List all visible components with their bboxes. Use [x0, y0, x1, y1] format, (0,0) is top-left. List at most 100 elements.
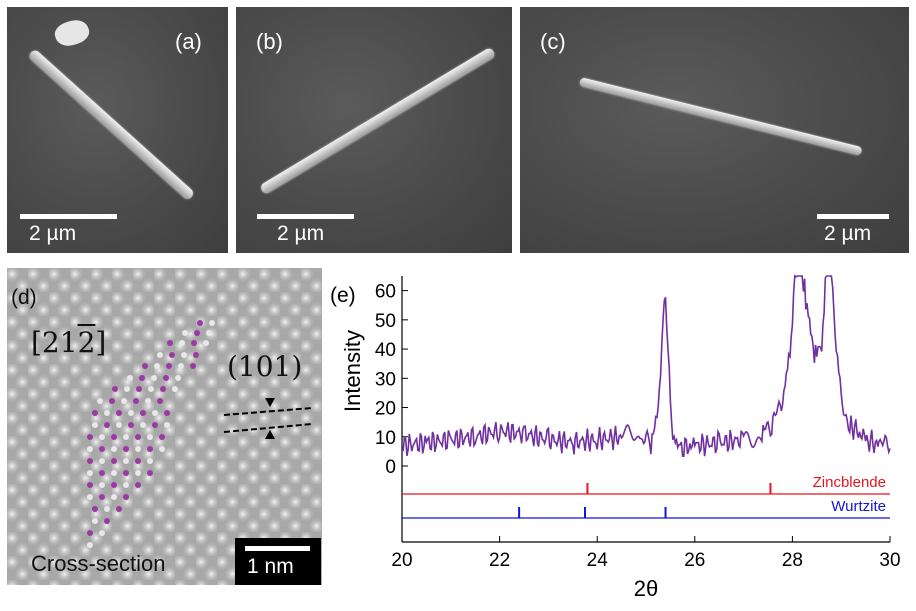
- atom: [175, 375, 181, 381]
- scale-label-b: 2 µm: [277, 222, 325, 245]
- atom: [87, 446, 93, 452]
- y-tick-label: 50: [375, 311, 396, 332]
- atom: [123, 470, 129, 476]
- nanowire-b: [259, 46, 497, 196]
- panel-label-a: (a): [175, 29, 202, 54]
- zone-axis-prefix: [21: [31, 326, 78, 359]
- atom: [111, 458, 117, 464]
- zone-axis-label: [212]: [31, 326, 106, 359]
- atom: [104, 506, 110, 512]
- scale-label-d: 1 nm: [247, 555, 294, 578]
- atom: [109, 398, 115, 404]
- atom: [92, 422, 98, 428]
- xrd-chart: (e) 0 10 20 30 40 50 60 20 22 24 26 28 30 2θ Intensity Z…: [330, 274, 901, 601]
- atom: [104, 422, 110, 428]
- atom: [99, 482, 105, 488]
- atom: [87, 470, 93, 476]
- atom-model: [7, 268, 322, 585]
- panel-label-d: (d): [11, 286, 37, 309]
- atom: [92, 518, 98, 524]
- atom: [111, 470, 117, 476]
- atom: [99, 446, 105, 452]
- atom: [164, 422, 170, 428]
- x-tick-label: 30: [879, 550, 900, 571]
- zone-axis-bar-digit: 2: [77, 326, 96, 359]
- scale-label-c: 2 µm: [824, 222, 872, 245]
- atom: [124, 386, 130, 392]
- x-tick-label: 24: [587, 550, 609, 571]
- atom: [159, 446, 165, 452]
- atom: [147, 446, 153, 452]
- atom: [97, 398, 103, 404]
- atom: [159, 434, 165, 440]
- atom: [111, 482, 117, 488]
- scale-bar-a: [20, 214, 117, 219]
- atom: [140, 410, 146, 416]
- atom: [99, 470, 105, 476]
- atom: [123, 434, 129, 440]
- atom: [182, 330, 188, 336]
- atom: [99, 530, 105, 536]
- atom: [163, 375, 169, 381]
- atom: [160, 386, 166, 392]
- atom: [123, 494, 129, 500]
- atom: [121, 398, 127, 404]
- scale-bar-d: [245, 546, 310, 551]
- atom: [104, 518, 110, 524]
- atom: [99, 434, 105, 440]
- scale-label-a: 2 µm: [29, 222, 77, 245]
- atom: [123, 482, 129, 488]
- panel-label-b: (b): [256, 29, 283, 54]
- atom: [116, 422, 122, 428]
- atom: [169, 352, 175, 358]
- atom: [87, 434, 93, 440]
- atom: [127, 375, 133, 381]
- zone-axis-close: ]: [95, 326, 107, 359]
- atom: [145, 398, 151, 404]
- atom: [193, 352, 199, 358]
- atom: [123, 458, 129, 464]
- atom: [116, 506, 122, 512]
- atom: [135, 446, 141, 452]
- atom: [87, 542, 93, 548]
- atom: [157, 352, 163, 358]
- atom: [194, 330, 200, 336]
- atom: [142, 363, 148, 369]
- y-tick-label: 30: [375, 369, 396, 390]
- atom: [140, 422, 146, 428]
- atom: [99, 494, 105, 500]
- atom: [112, 386, 118, 392]
- reference-label-wurtzite: Wurtzite: [831, 498, 886, 515]
- sem-panel-b: (b) 2 µm: [236, 7, 512, 253]
- plane-spacing-marker: [223, 398, 313, 439]
- atom: [157, 398, 163, 404]
- atom: [87, 458, 93, 464]
- x-axis-label: 2θ: [634, 576, 658, 601]
- atom: [190, 363, 196, 369]
- atom: [92, 506, 98, 512]
- atom: [154, 363, 160, 369]
- atom: [123, 446, 129, 452]
- atom: [172, 386, 178, 392]
- atom: [135, 470, 141, 476]
- y-tick-label: 40: [375, 340, 396, 361]
- atom: [116, 410, 122, 416]
- atom: [92, 410, 98, 416]
- atom: [206, 330, 212, 336]
- atom: [197, 320, 203, 326]
- x-tick-label: 28: [782, 550, 803, 571]
- panel-label-e: (e): [330, 284, 356, 307]
- atom: [133, 398, 139, 404]
- reference-label-zincblende: Zincblende: [813, 474, 886, 491]
- atom: [152, 410, 158, 416]
- atom: [178, 363, 184, 369]
- nanowire-c: [578, 77, 863, 157]
- y-axis-label: Intensity: [340, 330, 365, 412]
- scale-bar-c: [817, 214, 889, 219]
- plane-label: (101): [227, 350, 303, 383]
- atom: [87, 482, 93, 488]
- atom: [87, 530, 93, 536]
- atom: [104, 410, 110, 416]
- atom: [209, 320, 215, 326]
- y-tick-label: 20: [375, 399, 396, 420]
